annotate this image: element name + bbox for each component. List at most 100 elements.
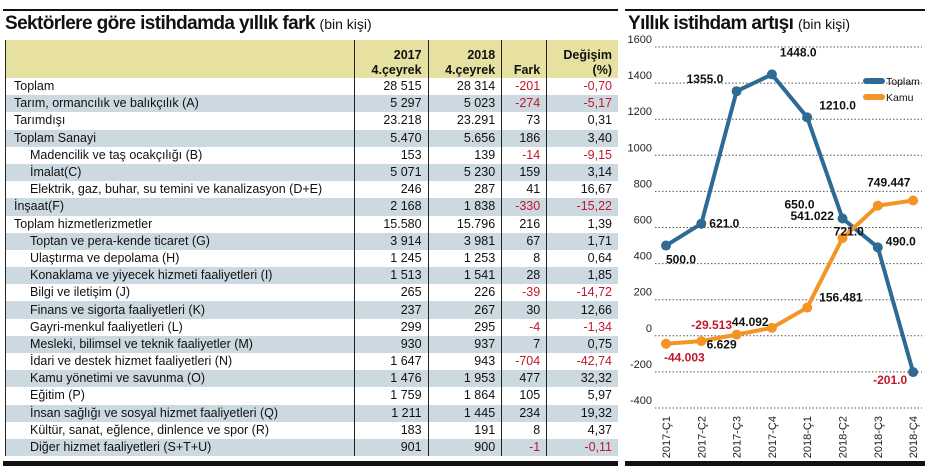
row-label: İmalat(C) xyxy=(5,163,355,182)
table-row: Toplam 28 515 28 314 -201 -0,70 xyxy=(5,78,618,96)
y-tick-label: -200 xyxy=(630,359,652,371)
x-tick-label: 2017-Ç2 xyxy=(696,416,708,458)
table-row: Kamu yönetimi ve savunma (O) 1 476 1 953 47… xyxy=(5,370,618,388)
data-point-kamu xyxy=(802,302,813,313)
table-row: Eğitim (P) 1 759 1 864 105 5,97 xyxy=(5,387,618,405)
y-tick-label: 200 xyxy=(634,287,652,299)
data-label: 541.022 xyxy=(791,209,835,223)
top-rule xyxy=(3,9,618,11)
value-2018: 1 253 xyxy=(427,249,502,268)
value-fark: -4 xyxy=(501,318,547,336)
value-degisim: 0,75 xyxy=(546,335,618,353)
table-row: Ulaştırma ve depolama (H) 1 245 1 253 8 0,64 xyxy=(5,249,618,268)
value-2017: 2 168 xyxy=(354,198,429,216)
value-2017: 5 297 xyxy=(354,95,429,113)
value-fark: 105 xyxy=(501,387,547,405)
data-label: -201.0 xyxy=(873,373,907,387)
table-row: Kültür, sanat, eğlence, dinlence ve spor… xyxy=(5,421,618,439)
value-degisim: 3,14 xyxy=(546,163,618,182)
table-row: Toplam Sanayi 5.470 5.656 186 3,40 xyxy=(5,129,618,147)
value-2018: 937 xyxy=(427,335,502,353)
header-fark: Fark xyxy=(501,40,547,78)
value-fark: 73 xyxy=(501,112,547,130)
value-degisim: -14,72 xyxy=(546,284,618,302)
value-fark: -1 xyxy=(501,438,547,457)
value-degisim: -1,34 xyxy=(546,318,618,336)
value-2018: 226 xyxy=(427,284,502,302)
value-2017: 153 xyxy=(354,146,429,164)
value-degisim: -9,15 xyxy=(546,146,618,164)
y-tick-label: 600 xyxy=(634,215,652,227)
value-fark: 186 xyxy=(501,129,547,147)
value-fark: 7 xyxy=(501,335,547,353)
data-point-toplam xyxy=(908,367,919,378)
value-fark: -201 xyxy=(501,78,547,96)
table-row: İmalat(C) 5 071 5 230 159 3,14 xyxy=(5,163,618,182)
value-2017: 28 515 xyxy=(354,78,429,96)
row-label: İdari ve destek hizmet faaliyetleri (N) xyxy=(5,353,355,371)
data-point-kamu xyxy=(872,200,883,211)
header-2018: 2018 4.çeyrek xyxy=(427,40,502,78)
value-fark: 234 xyxy=(501,404,547,422)
data-label: 44.092 xyxy=(732,315,769,329)
row-label: Madencilik ve taş ocakçılığı (B) xyxy=(5,146,355,164)
data-point-kamu xyxy=(766,322,777,333)
table-title-text: Sektörlere göre istihdamda yıllık fark xyxy=(5,13,315,34)
y-tick-label: 1600 xyxy=(628,34,652,46)
value-fark: 41 xyxy=(501,181,547,199)
value-degisim: 12,66 xyxy=(546,301,618,319)
value-fark: -274 xyxy=(501,95,547,113)
value-2017: 265 xyxy=(354,284,429,302)
value-degisim: -42,74 xyxy=(546,353,618,371)
x-tick-label: 2018-Ç3 xyxy=(873,416,885,458)
row-label: Mesleki, bilimsel ve teknik faaliyetler … xyxy=(5,335,355,353)
table-row: Mesleki, bilimsel ve teknik faaliyetler … xyxy=(5,335,618,353)
data-label: 490.0 xyxy=(886,234,916,248)
y-tick-label: 1400 xyxy=(628,70,652,82)
table-row: İnsan sağlığı ve sosyal hizmet faaliyetl… xyxy=(5,404,618,422)
value-degisim: 0,64 xyxy=(546,249,618,268)
table-row: Diğer hizmet faaliyetleri (S+T+U) 901 900-… xyxy=(5,438,618,457)
data-point-kamu xyxy=(661,338,671,349)
table-row: Toplam hizmetlerizmetler 15.580 15.796 216 1… xyxy=(5,215,618,233)
value-fark: 8 xyxy=(501,249,547,268)
value-degisim: 1,85 xyxy=(546,267,618,285)
row-label: Konaklama ve yiyecek hizmeti faaliyetler… xyxy=(5,267,355,285)
legend-label-toplam: Toplam xyxy=(886,76,920,88)
value-fark: -14 xyxy=(501,146,547,164)
row-label: Gayri-menkul faaliyetleri (L) xyxy=(5,318,355,336)
table-row: Madencilik ve taş ocakçılığı (B) 153 139 -1… xyxy=(5,146,618,164)
data-point-toplam xyxy=(872,242,883,253)
data-point-toplam xyxy=(731,86,742,97)
value-2017: 3 914 xyxy=(354,232,429,250)
row-label: Elektrik, gaz, buhar, su temini ve kanal… xyxy=(5,181,355,199)
value-fark: 216 xyxy=(501,215,547,233)
value-fark: 28 xyxy=(501,267,547,285)
value-2017: 1 211 xyxy=(354,404,429,422)
employment-table: 2017 4.çeyrek 2018 4.çeyrek Fark Değişim (%… xyxy=(5,40,618,457)
value-2017: 237 xyxy=(354,301,429,319)
table-row: Elektrik, gaz, buhar, su temini ve kanal… xyxy=(5,181,618,199)
y-tick-label: 400 xyxy=(634,251,652,263)
value-2018: 1 838 xyxy=(427,198,502,216)
value-2018: 900 xyxy=(427,438,502,457)
chart-title-text: Yıllık istihdam artışı xyxy=(628,13,794,34)
value-2018: 191 xyxy=(427,421,502,439)
table-subtitle: (bin kişi) xyxy=(319,16,372,32)
value-fark: -39 xyxy=(501,284,547,302)
value-2017: 901 xyxy=(354,438,429,457)
table-row: Toptan ve pera-kende ticaret (G) 3 914 3 9… xyxy=(5,232,618,250)
value-2017: 15.580 xyxy=(354,215,429,233)
value-fark: 67 xyxy=(501,232,547,250)
value-2017: 299 xyxy=(354,318,429,336)
value-2018: 5 023 xyxy=(427,95,502,113)
value-degisim: -5,17 xyxy=(546,95,618,113)
row-label: Eğitim (P) xyxy=(5,387,355,405)
data-point-toplam xyxy=(802,112,813,123)
value-fark: -330 xyxy=(501,198,547,216)
value-degisim: 19,32 xyxy=(546,404,618,422)
y-tick-label: 0 xyxy=(646,323,652,335)
table-title: Sektörlere göre istihdamda yıllık fark (… xyxy=(5,13,372,35)
value-2018: 295 xyxy=(427,318,502,336)
